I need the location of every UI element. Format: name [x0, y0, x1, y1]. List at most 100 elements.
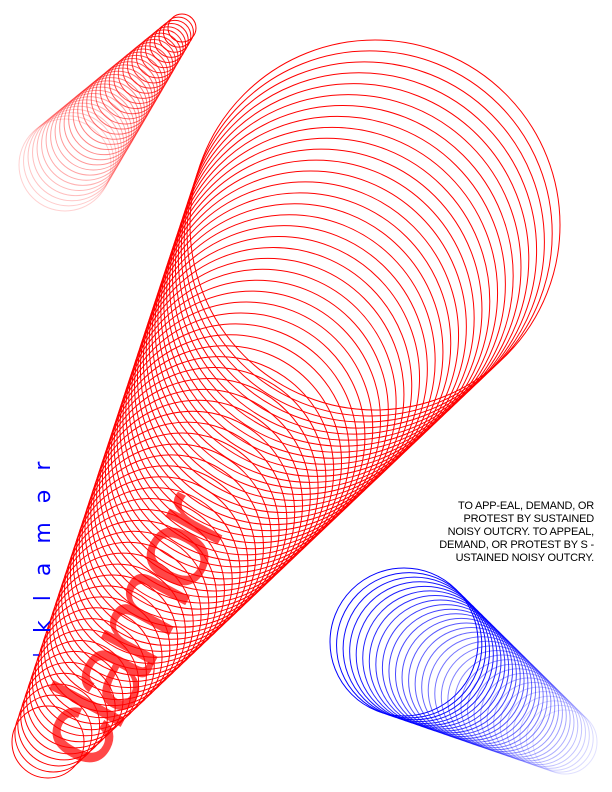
large-red-cone-ring — [134, 246, 413, 526]
large-red-cone-ring — [157, 159, 475, 477]
large-red-cone-ring — [64, 508, 225, 670]
small-red-cone-ring — [32, 108, 120, 197]
large-red-cone-ring — [17, 683, 101, 767]
large-red-cone-ring — [90, 410, 296, 616]
blue-cone-ring — [532, 709, 598, 775]
blue-cone-ring — [506, 691, 583, 768]
large-red-cone-ring — [96, 388, 311, 604]
large-red-cone-ring — [119, 301, 374, 556]
large-red-cone-ring — [31, 629, 140, 737]
large-red-cone-ring — [14, 694, 93, 773]
large-red-cone-ring — [131, 257, 405, 532]
large-red-cone-ring — [46, 574, 179, 707]
blue-cone-ring — [434, 640, 540, 747]
large-red-cone-ring — [125, 279, 389, 544]
blue-cone-ring — [480, 672, 567, 760]
small-red-cone-ring — [18, 118, 112, 212]
large-red-cone-ring — [177, 83, 530, 435]
small-red-cone-ring — [23, 115, 115, 207]
large-red-cone-ring — [145, 203, 444, 501]
blue-cone-ring — [447, 649, 548, 751]
large-red-cone-ring — [183, 61, 545, 423]
small-red-cone-ring — [113, 51, 166, 104]
large-red-cone-ring — [37, 607, 155, 725]
blue-cone-ring — [467, 663, 560, 756]
blue-cone-ring — [401, 617, 521, 738]
blue-cone-ring — [453, 654, 552, 753]
blue-cone-ring — [440, 645, 544, 749]
large-red-cone-ring — [61, 519, 218, 676]
large-red-cone-ring — [34, 618, 147, 731]
small-red-cone-ring — [45, 99, 127, 181]
pronunciation-label: ˈklamər — [31, 443, 56, 658]
blue-cone-ring — [427, 636, 537, 745]
small-red-cone-ring — [27, 112, 117, 202]
small-red-cone-ring — [162, 16, 194, 48]
large-red-cone-ring — [110, 334, 350, 574]
blue-cone-ring — [408, 622, 525, 739]
large-red-cone-ring — [116, 312, 366, 562]
large-red-cone-ring — [166, 126, 499, 459]
large-red-cone-ring — [151, 181, 460, 489]
large-red-cone-ring — [172, 105, 514, 447]
small-red-cone-ring — [95, 64, 156, 125]
blue-cone-ring — [388, 608, 514, 734]
small-red-cone-ring — [54, 93, 133, 171]
large-red-cone-ring — [81, 443, 272, 634]
blue-cone-ring — [336, 572, 483, 719]
large-red-cone-ring — [101, 367, 327, 592]
blue-cone-ring — [460, 659, 556, 754]
small-red-cone-ring — [144, 29, 184, 69]
large-red-cone-ring — [160, 148, 483, 471]
large-red-cone-ring — [72, 476, 249, 652]
small-red-cone-ring — [108, 54, 164, 110]
large-red-cone-ring — [93, 399, 303, 610]
large-red-cone-ring — [180, 72, 538, 429]
small-red-cone-ring — [122, 45, 171, 94]
large-red-cone-ring — [52, 552, 194, 695]
large-red-cone-ring — [58, 530, 210, 682]
large-red-cone-ring — [139, 225, 428, 514]
small-red-cone-ring — [99, 61, 158, 120]
large-red-cone-ring — [154, 170, 467, 483]
small-red-cone-ring — [59, 89, 135, 166]
small-red-cone-ring — [50, 96, 130, 176]
large-red-cone-ring — [49, 563, 186, 701]
large-red-cone-ring — [136, 236, 421, 520]
blue-cone-ring — [493, 682, 575, 764]
blue-cone-ring — [473, 668, 563, 758]
large-red-cone-ring — [128, 268, 397, 538]
blue-cone-ring — [414, 627, 529, 741]
blue-cone-ring — [421, 631, 533, 743]
large-red-cone-ring — [148, 192, 452, 495]
large-red-ring-cone — [11, 39, 561, 779]
large-red-cone-ring — [23, 661, 116, 755]
large-red-cone-ring — [107, 345, 343, 580]
blue-ring-cone — [329, 567, 598, 775]
large-red-cone-ring — [29, 639, 132, 743]
large-red-cone-ring — [174, 94, 522, 441]
small-red-cone-ring — [90, 67, 153, 130]
small-red-cone-ring — [167, 13, 197, 43]
blue-cone-ring — [519, 700, 590, 771]
large-red-cone-ring — [163, 137, 491, 465]
blue-cone-ring — [342, 576, 487, 721]
large-red-cone-ring — [186, 50, 553, 417]
small-red-ring-cone — [18, 13, 197, 212]
blue-cone-ring — [394, 613, 517, 736]
large-red-cone-ring — [122, 290, 382, 550]
blue-cone-ring — [381, 604, 510, 732]
definition-text: TO APP-EAL, DEMAND, OR PROTEST BY SUSTAI… — [439, 500, 594, 564]
large-red-cone-ring — [142, 214, 436, 508]
blue-cone-ring — [355, 585, 494, 724]
large-red-cone-ring — [169, 115, 506, 453]
blue-cone-ring — [349, 581, 491, 723]
large-red-cone-ring — [75, 465, 257, 646]
small-red-cone-ring — [36, 105, 122, 192]
blue-cone-ring — [512, 695, 586, 769]
small-red-cone-ring — [140, 32, 182, 74]
small-red-cone-ring — [135, 35, 179, 79]
blue-cone-ring — [525, 704, 594, 773]
